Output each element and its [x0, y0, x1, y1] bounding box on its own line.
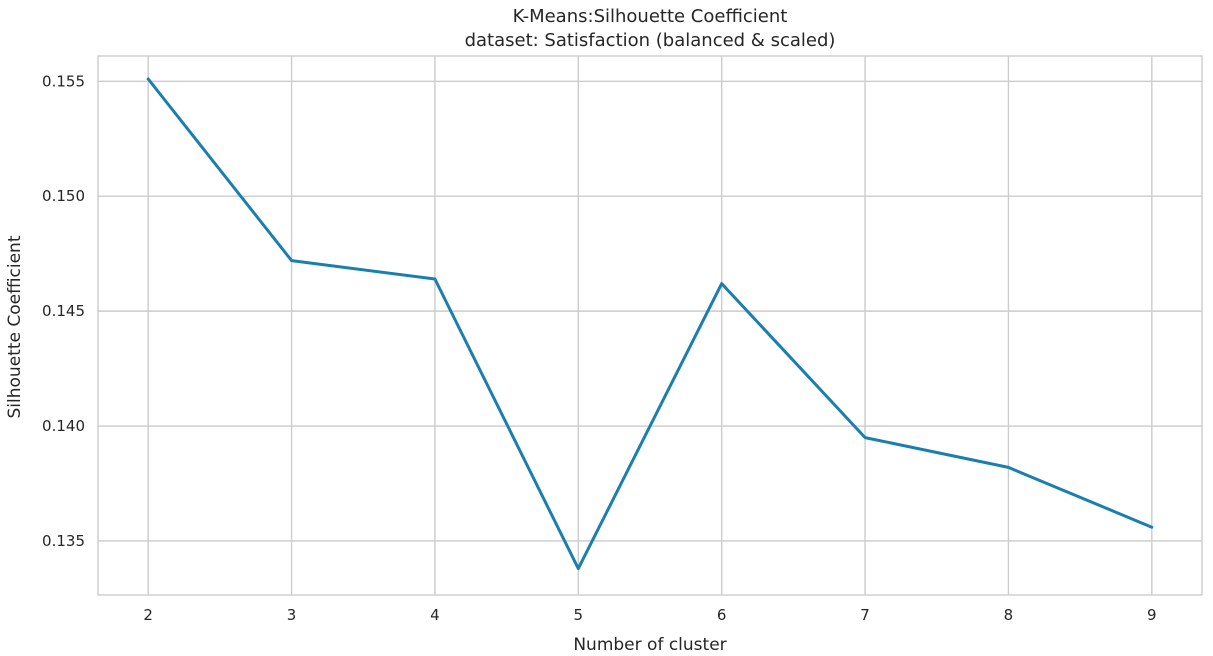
chart-title: K-Means:Silhouette Coefficient: [513, 6, 788, 27]
grid-layer: [98, 56, 1202, 595]
x-tick-label: 3: [287, 606, 297, 624]
x-axis-label: Number of cluster: [573, 635, 726, 655]
x-tick-label: 9: [1147, 606, 1157, 624]
x-tick-label: 6: [717, 606, 727, 624]
y-axis-label: Silhouette Coefficient: [5, 235, 25, 418]
x-tick-label: 7: [860, 606, 870, 624]
y-tick-label: 0.150: [42, 187, 85, 205]
silhouette-series-line: [146, 77, 1154, 571]
y-tick-label: 0.140: [42, 417, 85, 435]
x-tick-label: 8: [1004, 606, 1014, 624]
x-tick-label: 5: [574, 606, 584, 624]
data-points: [148, 78, 1152, 569]
y-tick-label: 0.135: [42, 532, 85, 550]
y-tick-label: 0.155: [42, 72, 85, 90]
x-tick-label: 4: [430, 606, 440, 624]
tick-layer: 2 3 4 5 6 7 8 9 0.135 0.140 0.145 0.150 0.155: [42, 72, 1157, 624]
y-tick-label: 0.145: [42, 302, 85, 320]
x-tick-label: 2: [143, 606, 153, 624]
chart-subtitle: dataset: Satisfaction (balanced & scaled…: [465, 30, 836, 51]
plot-frame: [97, 55, 1203, 596]
